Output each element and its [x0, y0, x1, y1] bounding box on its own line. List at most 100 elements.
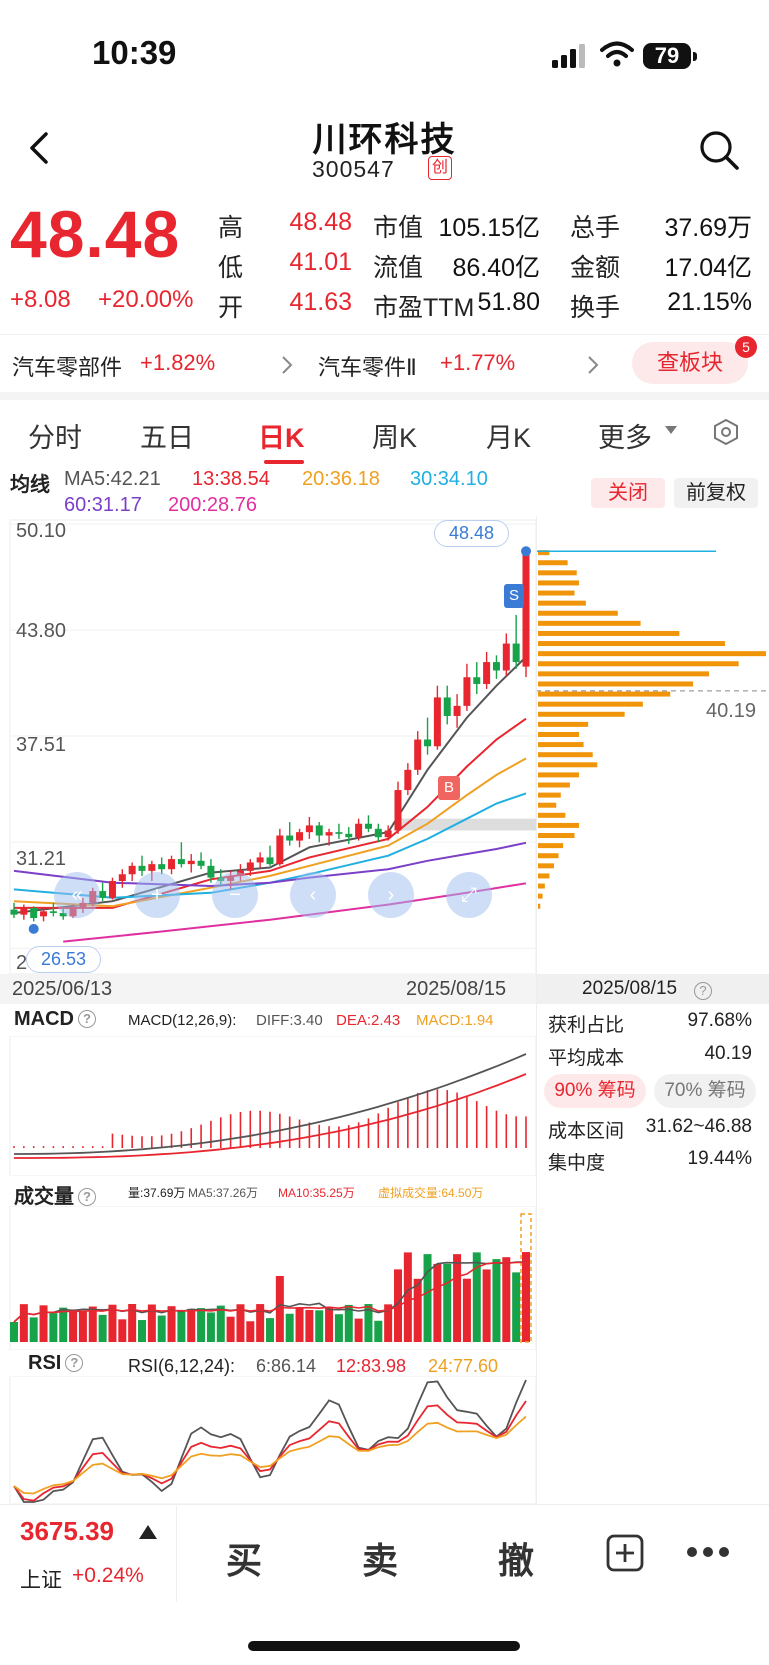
- volume-bar: [10, 1322, 18, 1342]
- volume-bar: [256, 1304, 265, 1342]
- candle-body: [40, 911, 48, 917]
- adjust-button[interactable]: 前复权: [674, 478, 758, 508]
- macd-title[interactable]: MACD?: [14, 1008, 96, 1031]
- help-icon[interactable]: ?: [78, 1010, 96, 1028]
- back-icon[interactable]: [24, 128, 54, 168]
- more-dots-icon[interactable]: [686, 1542, 730, 1562]
- volume-bar: [98, 1314, 107, 1342]
- y-tick-label: 50.10: [16, 520, 67, 542]
- sector-2-pct[interactable]: +1.77%: [440, 350, 516, 375]
- sector-1-pct[interactable]: +1.82%: [140, 350, 216, 375]
- volume-profile-bar: [538, 731, 580, 737]
- volume-bar: [226, 1316, 235, 1342]
- candle-body: [483, 662, 491, 684]
- candle-body: [315, 825, 323, 836]
- volume-legend-item: MA10:35.25万: [278, 1186, 355, 1200]
- sell-button[interactable]: 卖: [362, 1540, 399, 1581]
- bottom-bar: [0, 1504, 769, 1604]
- date-end: 2025/08/15: [406, 978, 507, 1000]
- volume-border: [9, 1206, 536, 1350]
- volume-bar: [374, 1320, 383, 1342]
- sector-button[interactable]: 查板块: [632, 342, 748, 384]
- sector-1-name[interactable]: 汽车零部件: [12, 355, 123, 380]
- volume-ma5-line: [13, 1261, 527, 1323]
- volume-bar: [147, 1304, 156, 1342]
- volume-profile-bar: [538, 802, 557, 808]
- volume-profile-bar: [538, 711, 625, 717]
- fullscreen-button[interactable]: ⤢: [446, 872, 492, 918]
- ma-label: 均线: [10, 474, 50, 496]
- sector-2-name[interactable]: 汽车零件Ⅱ: [318, 355, 417, 380]
- candle-body: [473, 677, 481, 684]
- close-ma-button[interactable]: 关闭: [591, 478, 665, 508]
- volume-chart: [9, 1206, 536, 1350]
- current-price: 48.48: [10, 197, 181, 271]
- volume-profile-bar: [538, 762, 598, 768]
- more-caret-icon: [665, 426, 677, 434]
- candle-body: [433, 697, 441, 747]
- candle-body: [197, 860, 205, 866]
- volume-bar: [502, 1257, 511, 1342]
- settings-hexagon-icon[interactable]: [712, 418, 740, 446]
- scroll-left-fast-button[interactable]: «: [54, 872, 100, 918]
- add-watchlist-icon[interactable]: [606, 1534, 644, 1572]
- volume-profile-bar: [538, 822, 580, 828]
- rsi-title[interactable]: RSI?: [28, 1352, 84, 1375]
- quote-value: 37.69万: [664, 214, 752, 242]
- candle-body: [49, 911, 57, 913]
- date-start: 2025/06/13: [12, 978, 113, 1000]
- zoom-out-button[interactable]: −: [212, 872, 258, 918]
- quote-label: 低: [218, 254, 244, 282]
- chip-90-button[interactable]: 90% 筹码: [544, 1074, 646, 1108]
- help-icon[interactable]: ?: [694, 982, 712, 1000]
- volume-profile-bar: [538, 580, 580, 586]
- volume-bar: [138, 1320, 146, 1342]
- help-icon[interactable]: ?: [65, 1354, 84, 1372]
- rsi-legend-item: RSI(6,12,24):: [128, 1356, 236, 1376]
- volume-bar: [206, 1312, 215, 1342]
- chip-label: 平均成本: [548, 1048, 625, 1069]
- candle-body: [424, 739, 432, 747]
- tab-5[interactable]: 更多: [598, 423, 652, 453]
- tab-2[interactable]: 日K: [258, 423, 305, 453]
- scroll-right-button[interactable]: ›: [368, 872, 414, 918]
- y-tick-label: 43.80: [16, 620, 67, 642]
- volume-title[interactable]: 成交量?: [14, 1180, 96, 1209]
- rsi-legend-item: 6:86.14: [256, 1356, 317, 1376]
- chip-label: 集中度: [548, 1153, 606, 1174]
- volume-bar: [482, 1269, 491, 1342]
- index-value[interactable]: 3675.39: [20, 1516, 114, 1546]
- chip-70-button[interactable]: 70% 筹码: [654, 1074, 756, 1108]
- price-change-pct: +20.00%: [98, 286, 194, 313]
- volume-bar: [453, 1254, 462, 1342]
- tab-3[interactable]: 周K: [372, 423, 418, 453]
- candle-body: [404, 769, 412, 791]
- candle-body: [158, 864, 166, 870]
- candle-body: [276, 835, 284, 865]
- search-icon[interactable]: [697, 128, 741, 172]
- home-indicator: [248, 1641, 520, 1651]
- volume-bar: [384, 1304, 393, 1342]
- buy-button[interactable]: 买: [226, 1540, 263, 1581]
- quote-value: 41.63: [289, 288, 352, 316]
- volume-profile-bar: [538, 590, 575, 596]
- cancel-order-button[interactable]: 撤: [498, 1540, 535, 1581]
- index-pct[interactable]: +0.24%: [72, 1564, 144, 1587]
- scroll-left-button[interactable]: ‹: [290, 872, 336, 918]
- ma-item: 200:28.76: [168, 494, 257, 516]
- tab-4[interactable]: 月K: [486, 423, 532, 453]
- volume-bar: [108, 1304, 117, 1342]
- volume-profile-bar: [538, 701, 643, 707]
- volume-bar: [492, 1259, 501, 1342]
- help-icon[interactable]: ?: [78, 1188, 96, 1206]
- index-name[interactable]: 上证: [20, 1569, 62, 1592]
- tab-0[interactable]: 分时: [28, 423, 82, 453]
- chip-value: 19.44%: [687, 1148, 752, 1169]
- tab-1[interactable]: 五日: [140, 423, 194, 453]
- rsi6-line: [13, 1379, 527, 1503]
- volume-profile-bar: [538, 681, 694, 687]
- candle-body: [256, 857, 264, 863]
- ma-item: MA5:42.21: [64, 468, 161, 490]
- zoom-in-button[interactable]: +: [134, 872, 180, 918]
- ma-item: 30:34.10: [410, 468, 488, 490]
